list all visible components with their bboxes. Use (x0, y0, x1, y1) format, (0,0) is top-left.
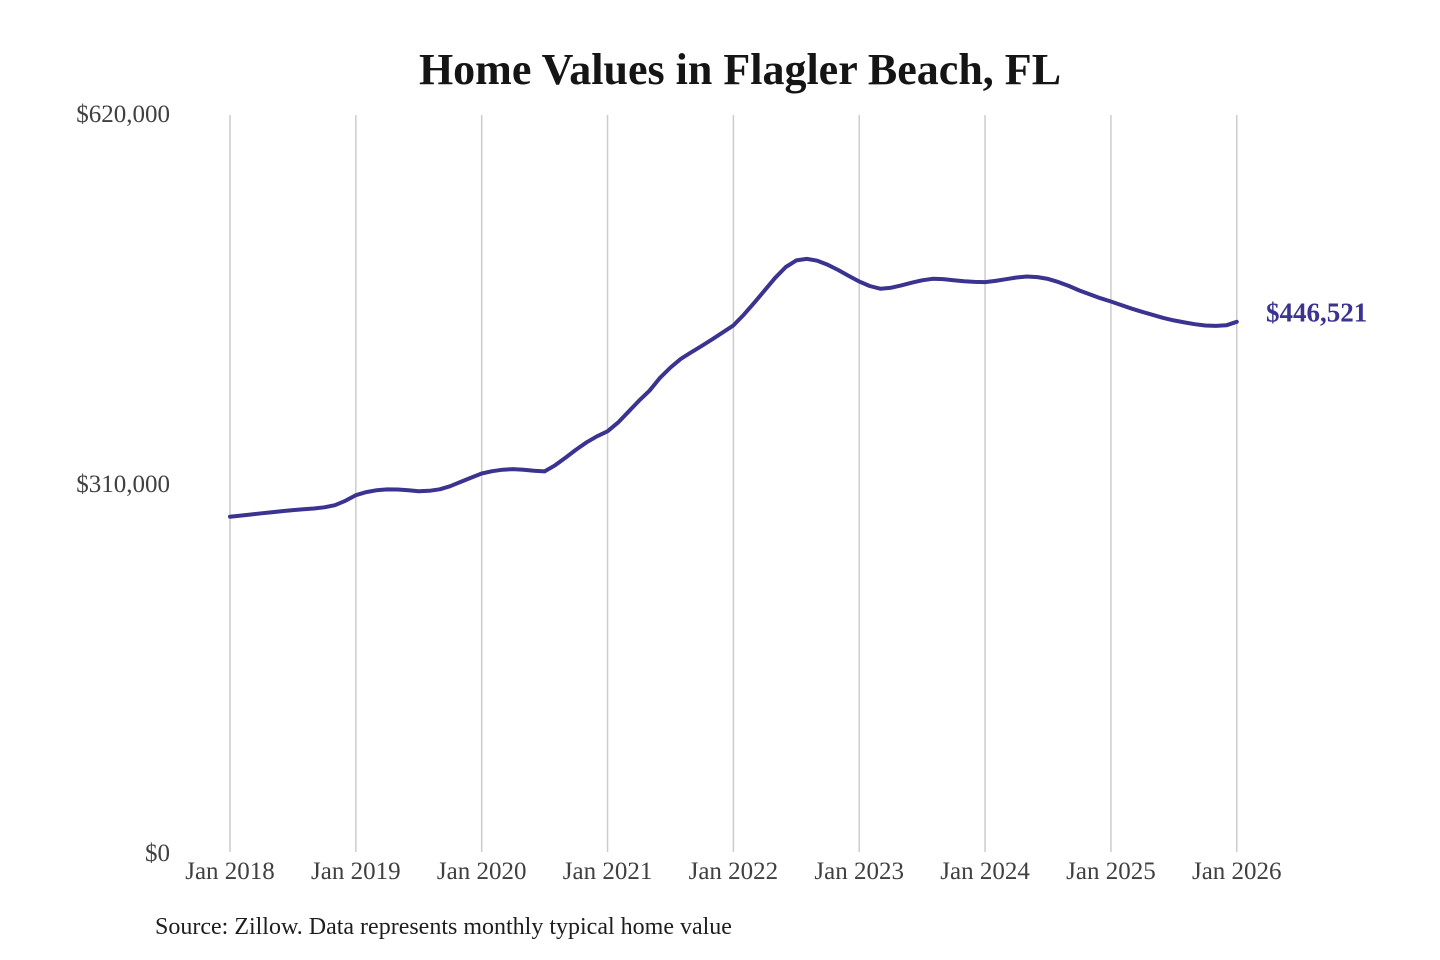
y-axis-tick-label: $0 (145, 840, 170, 867)
y-axis-tick-label: $310,000 (76, 470, 170, 498)
x-axis-tick-label: Jan 2022 (688, 858, 779, 885)
x-axis-tick-label: Jan 2018 (185, 858, 275, 885)
source-note: Source: Zillow. Data represents monthly … (155, 914, 732, 940)
y-axis-tick-label: $620,000 (76, 101, 170, 128)
x-axis-tick-label: Jan 2021 (562, 858, 653, 885)
current-value-label: $446,521 (1266, 297, 1368, 328)
x-axis-tick-label: Jan 2025 (1066, 858, 1156, 885)
x-axis-tick-label: Jan 2026 (1191, 858, 1282, 885)
x-axis-tick-label: Jan 2024 (940, 858, 1030, 885)
home-value-line (228, 256, 1239, 519)
gridline-group (229, 115, 1238, 852)
x-axis-tick-label: Jan 2019 (311, 858, 401, 885)
x-axis-tick-label: Jan 2023 (814, 858, 905, 885)
x-axis-tick-label: Jan 2020 (436, 858, 527, 885)
chart-title: Home Values in Flagler Beach, FL (418, 45, 1062, 94)
